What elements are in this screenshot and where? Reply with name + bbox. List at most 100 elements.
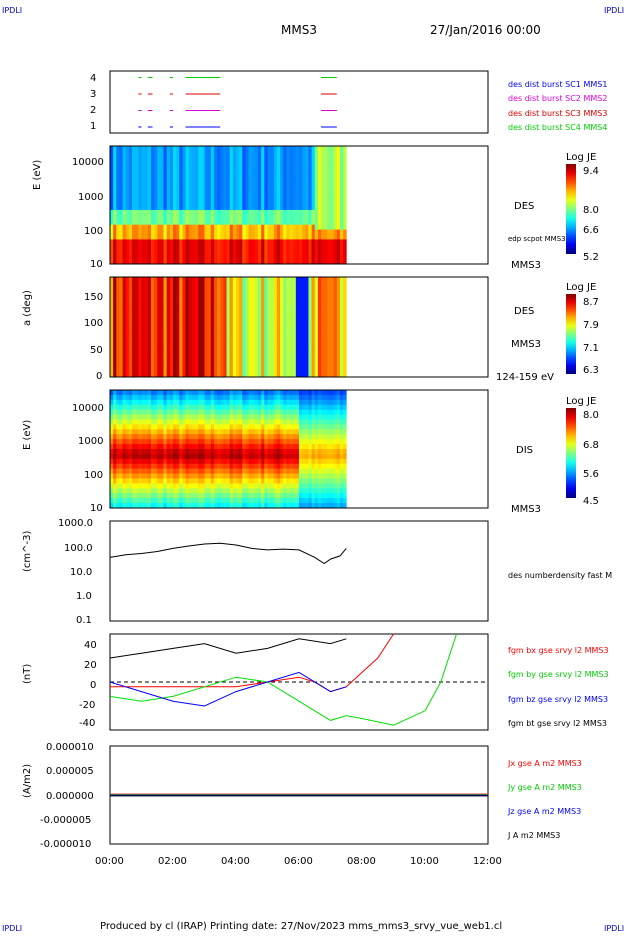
spectrogram-cell	[129, 352, 133, 357]
spectrogram-cell	[299, 146, 303, 151]
spectrogram-cell	[271, 493, 275, 498]
spectrogram-cell	[198, 244, 202, 249]
spectrogram-cell	[164, 420, 168, 425]
spectrogram-cell	[192, 195, 196, 200]
spectrogram-cell	[110, 335, 114, 340]
spectrogram-cell	[318, 210, 322, 215]
spectrogram-cell	[195, 395, 199, 400]
spectrogram-cell	[157, 365, 161, 370]
spectrogram-cell	[179, 454, 183, 459]
spectrogram-cell	[148, 327, 152, 332]
spectrogram-cell	[312, 302, 316, 307]
spectrogram-cell	[192, 254, 196, 259]
spectrogram-cell	[271, 249, 275, 254]
spectrogram-cell	[201, 285, 205, 290]
spectrogram-cell	[223, 156, 227, 161]
spectrogram-cell	[113, 464, 117, 469]
spectrogram-cell	[110, 195, 114, 200]
spectrogram-cell	[110, 348, 114, 353]
spectrogram-cell	[170, 390, 174, 395]
spectrogram-cell	[220, 390, 224, 395]
spectrogram-cell	[239, 420, 243, 425]
spectrogram-cell	[119, 310, 123, 315]
spectrogram-cell	[302, 195, 306, 200]
spectrogram-cell	[214, 239, 218, 244]
spectrogram-cell	[308, 352, 312, 357]
spectrogram-cell	[249, 434, 253, 439]
spectrogram-cell	[337, 331, 341, 336]
spectrogram-cell	[170, 166, 174, 171]
spectrogram-cell	[138, 161, 142, 166]
spectrogram-cell	[110, 298, 114, 303]
spectrogram-cell	[129, 277, 133, 282]
spectrogram-cell	[220, 464, 224, 469]
spectrogram-cell	[142, 146, 146, 151]
spectrogram-cell	[208, 205, 212, 210]
spectrogram-cell	[192, 310, 196, 315]
spectrogram-cell	[315, 344, 319, 349]
spectrogram-cell	[340, 161, 344, 166]
spectrogram-cell	[264, 185, 268, 190]
spectrogram-cell	[255, 290, 259, 295]
spectrogram-cell	[182, 424, 186, 429]
spectrogram-cell	[170, 281, 174, 286]
spectrogram-cell	[236, 444, 240, 449]
des-pitch-panel: a (deg) 150 100 50 0 DES MMS3 124-159 eV…	[22, 277, 599, 383]
spectrogram-cell	[280, 369, 284, 374]
spectrogram-cell	[113, 225, 117, 230]
spectrogram-cell	[274, 310, 278, 315]
spectrogram-cell	[192, 464, 196, 469]
spectrogram-cell	[195, 352, 199, 357]
spectrogram-cell	[242, 319, 246, 324]
spectrogram-cell	[296, 369, 300, 374]
spectrogram-cell	[192, 323, 196, 328]
spectrogram-cell	[129, 327, 133, 332]
spectrogram-cell	[283, 151, 287, 156]
spectrogram-cell	[264, 344, 268, 349]
spectrogram-cell	[123, 344, 127, 349]
spectrogram-cell	[236, 239, 240, 244]
spectrogram-cell	[299, 352, 303, 357]
spectrogram-cell	[217, 315, 221, 320]
spectrogram-cell	[217, 352, 221, 357]
spectrogram-cell	[315, 151, 319, 156]
spectrogram-cell	[230, 488, 234, 493]
spectrogram-cell	[176, 479, 180, 484]
spectrogram-cell	[113, 254, 117, 259]
spectrogram-cell	[331, 180, 335, 185]
spectrogram-cell	[283, 254, 287, 259]
spectrogram-cell	[167, 493, 171, 498]
spectrogram-cell	[324, 230, 328, 235]
spectrogram-cell	[142, 220, 146, 225]
spectrogram-cell	[245, 356, 249, 361]
spectrogram-cell	[119, 195, 123, 200]
spectrogram-cell	[198, 420, 202, 425]
spectrogram-cell	[179, 161, 183, 166]
spectrogram-cell	[290, 365, 294, 370]
spectrogram-cell	[145, 449, 149, 454]
spectrogram-cell	[245, 493, 249, 498]
spectrogram-cell	[211, 335, 215, 340]
spectrogram-cell	[154, 405, 158, 410]
spectrogram-cell	[119, 444, 123, 449]
spectrogram-cell	[261, 429, 265, 434]
spectrogram-cell	[242, 195, 246, 200]
spectrogram-cell	[179, 294, 183, 299]
spectrogram-cell	[220, 335, 224, 340]
spectrogram-cell	[223, 290, 227, 295]
spectrogram-cell	[138, 444, 142, 449]
spectrogram-cell	[252, 420, 256, 425]
spectrogram-cell	[145, 352, 149, 357]
spectrogram-cell	[280, 360, 284, 365]
spectrogram-cell	[154, 474, 158, 479]
des-pitch-colorbar	[566, 294, 576, 374]
spectrogram-cell	[283, 171, 287, 176]
spectrogram-cell	[305, 161, 309, 166]
spectrogram-cell	[258, 400, 262, 405]
spectrogram-cell	[249, 335, 253, 340]
spectrogram-cell	[233, 464, 237, 469]
spectrogram-cell	[321, 281, 325, 286]
spectrogram-cell	[135, 335, 139, 340]
spectrogram-cell	[201, 405, 205, 410]
spectrogram-cell	[245, 348, 249, 353]
